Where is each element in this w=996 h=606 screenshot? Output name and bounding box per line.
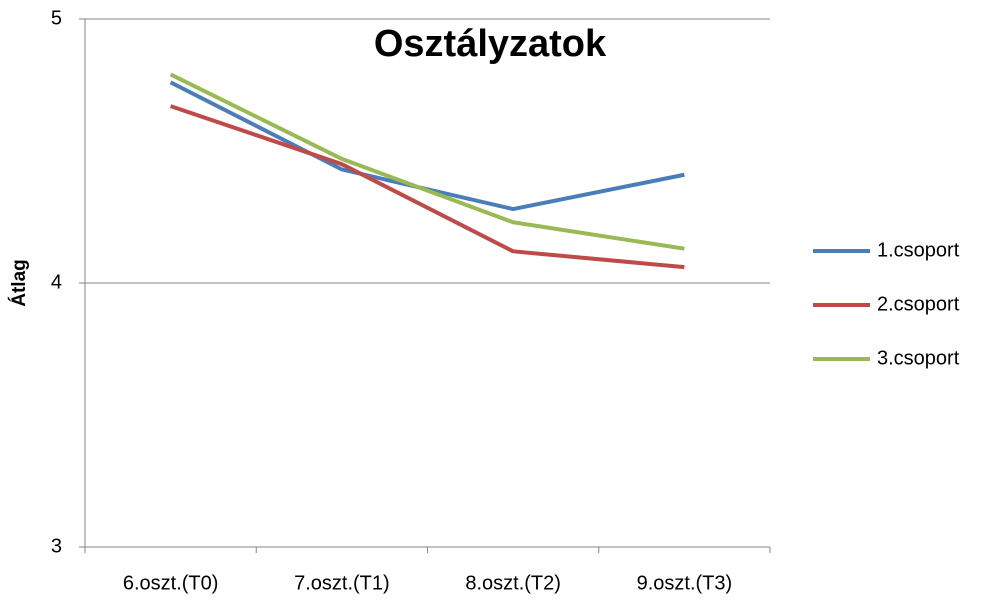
y-tick-label: 4 — [51, 271, 62, 293]
legend-label: 1.csoport — [877, 239, 960, 261]
y-axis-label: Átlag — [8, 259, 30, 307]
series-line — [169, 72, 685, 251]
legend-label: 2.csoport — [877, 293, 960, 315]
series-line — [169, 104, 685, 270]
y-tick-label: 3 — [51, 535, 62, 557]
chart-title: Osztályzatok — [374, 23, 607, 65]
x-tick-label: 7.oszt.(T1) — [294, 572, 390, 594]
x-tick-label: 6.oszt.(T0) — [123, 572, 219, 594]
x-tick-label: 8.oszt.(T2) — [465, 572, 561, 594]
x-tick-label: 9.oszt.(T3) — [637, 572, 733, 594]
y-tick-label: 5 — [51, 7, 62, 29]
legend-label: 3.csoport — [877, 347, 960, 369]
